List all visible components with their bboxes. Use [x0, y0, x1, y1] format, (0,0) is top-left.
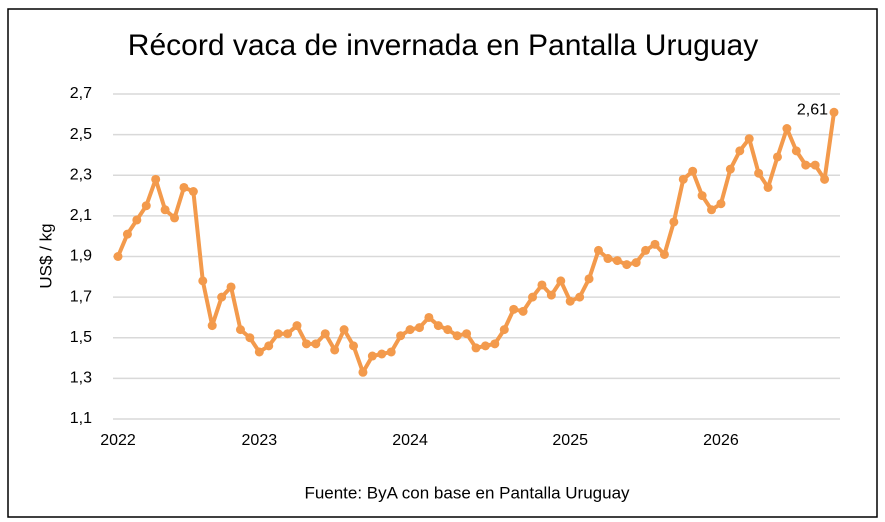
point: [301, 339, 311, 349]
point: [141, 201, 151, 211]
point: [245, 333, 255, 343]
point: [292, 321, 302, 331]
point: [160, 205, 170, 215]
chart-title: Récord vaca de invernada en Pantalla Uru…: [128, 29, 758, 62]
point: [735, 146, 745, 156]
point: [707, 205, 717, 215]
y-tick-label: 1,3: [70, 370, 92, 387]
point: [320, 329, 330, 339]
point: [546, 290, 556, 300]
point: [452, 331, 462, 341]
point: [528, 292, 538, 302]
point: [678, 174, 688, 184]
point: [612, 256, 622, 266]
point: [744, 134, 754, 144]
point: [207, 321, 217, 331]
point: [377, 349, 387, 359]
point: [829, 107, 839, 117]
point: [283, 329, 293, 339]
point: [669, 217, 679, 227]
point: [810, 160, 820, 170]
y-tick-label: 1,9: [70, 248, 92, 265]
x-tick-label: 2026: [703, 432, 739, 449]
x-tick-label: 2025: [552, 432, 588, 449]
point: [480, 341, 490, 351]
point: [584, 274, 594, 284]
point: [311, 339, 321, 349]
x-tick-label: 2024: [392, 432, 428, 449]
point: [801, 160, 811, 170]
point: [198, 276, 208, 286]
point: [424, 312, 434, 322]
point: [217, 292, 227, 302]
y-tick-label: 1,7: [70, 288, 92, 305]
point: [396, 331, 406, 341]
point: [405, 325, 415, 335]
point: [791, 146, 801, 156]
point: [688, 166, 698, 176]
point: [132, 215, 142, 225]
point: [565, 296, 575, 306]
point: [471, 343, 481, 353]
point: [462, 329, 472, 339]
point: [603, 254, 613, 264]
point: [820, 174, 830, 184]
data-label: 2,61: [797, 102, 828, 119]
source: Fuente: ByA con base en Pantalla Uruguay: [304, 483, 630, 502]
point: [716, 199, 726, 209]
point: [170, 213, 180, 223]
point: [556, 276, 566, 286]
point: [631, 258, 641, 268]
point: [509, 304, 519, 314]
point: [330, 345, 340, 355]
point: [518, 306, 528, 316]
point: [254, 347, 264, 357]
chart-border: [7, 8, 878, 518]
x-tick-label: 2022: [100, 432, 136, 449]
point: [151, 174, 161, 184]
point: [593, 245, 603, 255]
point: [490, 339, 500, 349]
y-tick-label: 2,1: [70, 207, 92, 224]
point: [264, 341, 274, 351]
point: [772, 152, 782, 162]
point: [273, 329, 283, 339]
point: [122, 229, 132, 239]
y-tick-label: 2,7: [70, 85, 92, 102]
point: [537, 280, 547, 290]
point: [367, 351, 377, 361]
point: [386, 347, 396, 357]
point: [188, 187, 198, 196]
point: [414, 323, 424, 333]
point: [659, 249, 669, 259]
y-axis-label: US$ / kg: [36, 223, 55, 288]
point: [650, 239, 660, 249]
point: [763, 182, 773, 192]
point: [226, 282, 236, 292]
point: [179, 182, 189, 192]
point: [575, 292, 585, 302]
point: [622, 260, 632, 270]
y-tick-label: 2,3: [70, 166, 92, 183]
point: [641, 245, 651, 255]
y-tick-label: 2,5: [70, 126, 92, 143]
y-tick-label: 1,5: [70, 329, 92, 346]
y-tick-label: 1,1: [70, 410, 92, 427]
point: [235, 325, 245, 335]
point: [113, 252, 123, 261]
point: [349, 341, 359, 351]
point: [782, 124, 792, 134]
point: [725, 164, 735, 174]
point: [433, 321, 443, 331]
point: [358, 367, 368, 377]
x-tick-label: 2023: [242, 432, 278, 449]
point: [443, 325, 453, 335]
point: [499, 325, 509, 335]
point: [754, 168, 764, 178]
point: [697, 191, 707, 201]
point: [339, 325, 349, 335]
